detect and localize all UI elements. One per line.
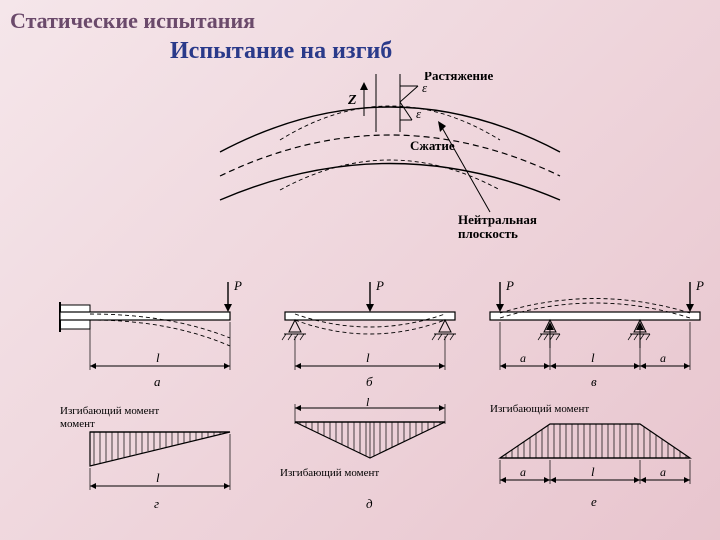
moment-e-caption: Изгибающий момент: [490, 403, 589, 415]
scheme-v-a2: a: [660, 351, 666, 365]
moment-e-a2: a: [660, 465, 666, 479]
main-title: Статические испытания: [10, 8, 255, 34]
scheme-a: P l а: [50, 280, 250, 390]
sub-title: Испытание на изгиб: [170, 38, 392, 65]
moment-d-l: l: [366, 398, 370, 409]
scheme-v-l: l: [591, 350, 595, 365]
moment-g-l: l: [156, 470, 160, 485]
tension-label: Растяжение: [424, 72, 493, 83]
moment-e: Изгибающий момент a l a е: [480, 398, 710, 518]
moment-g-caption2: момент: [60, 418, 95, 430]
moment-e-l: l: [591, 464, 595, 479]
moment-g: Изгибающий момент момент l г: [50, 398, 250, 518]
scheme-b: P l б: [270, 280, 470, 390]
scheme-a-label: а: [154, 374, 161, 389]
moment-g-label: г: [154, 496, 159, 511]
moment-d-label: д: [366, 496, 373, 511]
moment-e-a1: a: [520, 465, 526, 479]
scheme-v-label: в: [591, 374, 597, 389]
scheme-b-l: l: [366, 350, 370, 365]
scheme-v-a1: a: [520, 351, 526, 365]
eps-lower: ε: [416, 106, 422, 121]
top-beam-diagram: Z ε ε Растяжение Сжатие Нейтральная плос…: [200, 72, 580, 242]
moment-d: l Изгибающий момент д: [270, 398, 470, 518]
scheme-b-label: б: [366, 374, 373, 389]
z-label: Z: [347, 93, 357, 108]
scheme-v-P1: P: [505, 280, 514, 293]
moment-e-label: е: [591, 494, 597, 509]
neutral-label-2: плоскость: [458, 226, 518, 241]
scheme-a-P: P: [233, 280, 242, 293]
scheme-v: P P a l a в: [480, 280, 710, 390]
moment-g-caption: Изгибающий момент: [60, 405, 159, 417]
compression-label: Сжатие: [410, 138, 455, 153]
scheme-a-l: l: [156, 350, 160, 365]
scheme-b-P: P: [375, 280, 384, 293]
neutral-label-1: Нейтральная: [458, 212, 537, 227]
moment-d-caption: Изгибающий момент: [280, 467, 379, 479]
scheme-v-P2: P: [695, 280, 704, 293]
